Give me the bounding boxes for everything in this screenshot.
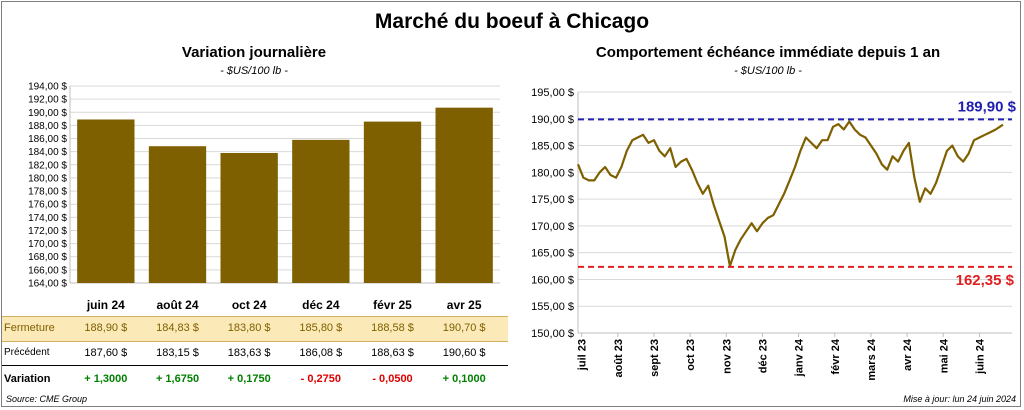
left-y-tick-label: 170,00 $ xyxy=(28,239,67,250)
table-cell-precedent: 190,60 $ xyxy=(442,347,486,359)
fermeture-row-bg xyxy=(2,316,508,342)
right-x-tick-label: févr 24 xyxy=(830,338,842,374)
table-cell-precedent: 187,60 $ xyxy=(84,347,128,359)
low-label: 162,35 $ xyxy=(956,272,1015,289)
left-y-tick-label: 176,00 $ xyxy=(28,200,67,211)
source-note: Source: CME Group xyxy=(6,394,88,404)
right-y-tick-label: 150,00 $ xyxy=(531,328,574,340)
right-x-tick-label: déc 23 xyxy=(757,339,769,373)
table-cell-variation: + 1,3000 xyxy=(84,373,128,385)
column-header: oct 24 xyxy=(231,298,267,312)
page-title: Marché du boeuf à Chicago xyxy=(374,10,650,33)
bar xyxy=(77,119,135,284)
table-cell-variation: - 0,0500 xyxy=(372,373,413,385)
table-cell-variation: - 0,2750 xyxy=(300,373,342,385)
table-cell-fermeture: 183,80 $ xyxy=(227,322,271,334)
left-y-tick-label: 168,00 $ xyxy=(28,252,67,263)
table-cell-fermeture: 188,90 $ xyxy=(84,322,128,334)
left-y-tick-label: 192,00 $ xyxy=(28,95,67,106)
left-y-tick-label: 182,00 $ xyxy=(28,160,67,171)
price-series-line xyxy=(576,120,1004,268)
column-header: avr 25 xyxy=(446,298,482,312)
left-y-tick-label: 164,00 $ xyxy=(28,279,67,290)
column-header: août 24 xyxy=(156,298,199,312)
right-y-tick-label: 175,00 $ xyxy=(531,194,574,206)
left-y-tick-label: 172,00 $ xyxy=(28,226,67,237)
right-x-tick-label: sept 23 xyxy=(649,339,661,377)
table-cell-precedent: 186,08 $ xyxy=(299,347,343,359)
right-y-tick-label: 165,00 $ xyxy=(531,248,574,260)
right-x-tick-label: juin 24 xyxy=(974,338,986,375)
table-cell-variation: + 1,6750 xyxy=(155,373,200,385)
left-y-tick-label: 188,00 $ xyxy=(28,121,67,132)
bar xyxy=(292,139,350,283)
right-y-tick-label: 170,00 $ xyxy=(531,221,574,233)
left-y-tick-label: 190,00 $ xyxy=(28,108,67,119)
table-cell-variation: + 0,1750 xyxy=(227,373,271,385)
right-y-tick-label: 195,00 $ xyxy=(531,87,574,99)
bar xyxy=(435,107,493,283)
table-separator xyxy=(2,365,508,366)
right-x-tick-label: juil 23 xyxy=(577,339,589,371)
right-y-tick-label: 185,00 $ xyxy=(531,141,574,153)
column-header: févr 25 xyxy=(373,298,412,312)
right-y-tick-label: 155,00 $ xyxy=(531,301,574,313)
row-label-variation: Variation xyxy=(4,373,51,385)
right-x-tick-label: janv 24 xyxy=(794,338,806,377)
right-y-tick-label: 190,00 $ xyxy=(531,114,574,126)
right-x-tick-label: nov 23 xyxy=(721,339,733,374)
left-y-tick-label: 178,00 $ xyxy=(28,187,67,198)
left-chart-unit: - $US/100 lb - xyxy=(220,65,288,77)
right-x-tick-label: mai 24 xyxy=(938,338,950,373)
right-y-tick-label: 180,00 $ xyxy=(531,167,574,179)
table-cell-fermeture: 184,83 $ xyxy=(156,322,199,334)
high-label: 189,90 $ xyxy=(958,98,1017,115)
row-label-fermeture: Fermeture xyxy=(4,322,55,334)
column-header: déc 24 xyxy=(302,298,340,312)
table-cell-fermeture: 188,58 $ xyxy=(371,322,414,334)
left-chart-title: Variation journalière xyxy=(181,44,327,61)
left-y-tick-label: 174,00 $ xyxy=(28,213,67,224)
column-header: juin 24 xyxy=(86,298,125,312)
bar xyxy=(148,146,207,283)
left-y-tick-label: 180,00 $ xyxy=(28,173,67,184)
table-cell-fermeture: 185,80 $ xyxy=(299,322,343,334)
right-x-tick-label: oct 23 xyxy=(685,339,697,371)
table-cell-precedent: 183,63 $ xyxy=(227,347,271,359)
right-chart-title: Comportement échéance immédiate depuis 1… xyxy=(595,44,941,61)
right-x-tick-label: août 23 xyxy=(613,339,625,378)
table-cell-variation: + 0,1000 xyxy=(442,373,486,385)
left-y-tick-label: 186,00 $ xyxy=(28,134,67,145)
left-y-tick-label: 194,00 $ xyxy=(28,82,67,93)
left-y-tick-label: 184,00 $ xyxy=(28,147,67,158)
right-x-tick-label: avr 24 xyxy=(902,338,914,371)
table-cell-precedent: 188,63 $ xyxy=(371,347,414,359)
left-y-tick-label: 166,00 $ xyxy=(28,265,67,276)
update-note: Mise à jour: lun 24 juin 2024 xyxy=(903,394,1016,404)
right-chart-unit: - $US/100 lb - xyxy=(734,65,802,77)
row-label-precedent: Précédent xyxy=(4,347,50,358)
right-y-tick-label: 160,00 $ xyxy=(531,274,574,286)
table-cell-fermeture: 190,70 $ xyxy=(442,322,486,334)
bar xyxy=(220,152,278,283)
right-x-tick-label: mars 24 xyxy=(866,338,878,380)
bar xyxy=(363,121,422,283)
table-cell-precedent: 183,15 $ xyxy=(156,347,199,359)
